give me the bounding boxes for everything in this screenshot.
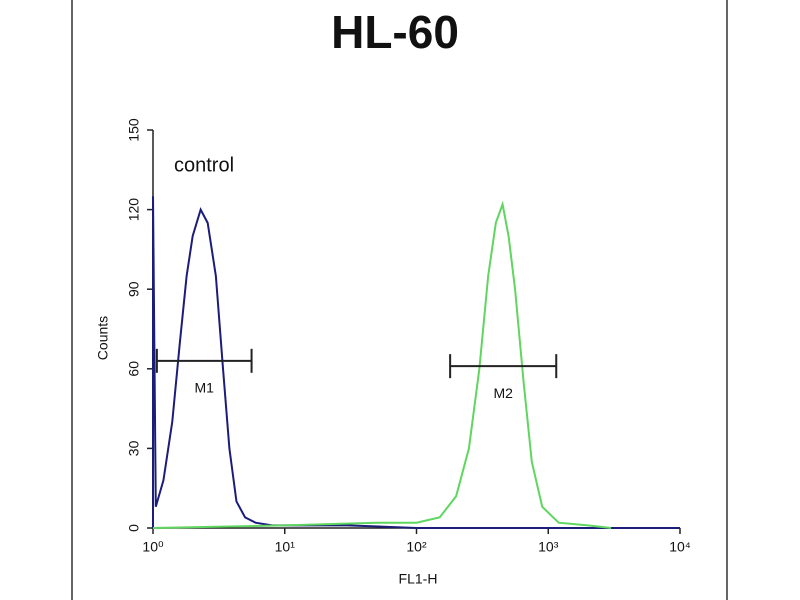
x-tick-label: 10⁴ bbox=[669, 539, 691, 555]
x-tick-label: 10³ bbox=[538, 539, 559, 555]
y-tick-label: 150 bbox=[126, 118, 142, 142]
y-tick-label: 0 bbox=[126, 524, 142, 532]
gate-label: M1 bbox=[194, 380, 214, 396]
x-tick-label: 10¹ bbox=[275, 539, 296, 555]
chart-title: HL-60 bbox=[331, 6, 459, 58]
y-tick-label: 60 bbox=[126, 361, 142, 377]
histogram-line bbox=[152, 200, 612, 529]
x-tick-label: 10⁰ bbox=[142, 539, 164, 555]
x-axis-label: FL1-H bbox=[399, 571, 438, 587]
gate-label: M2 bbox=[493, 385, 513, 401]
x-tick-label: 10² bbox=[406, 539, 427, 555]
frame bbox=[71, 0, 728, 600]
annotation: control bbox=[174, 154, 234, 176]
y-axis-label: Counts bbox=[95, 316, 111, 360]
y-tick-label: 30 bbox=[126, 440, 142, 456]
y-tick-label: 120 bbox=[126, 198, 142, 222]
y-tick-label: 90 bbox=[126, 281, 142, 297]
